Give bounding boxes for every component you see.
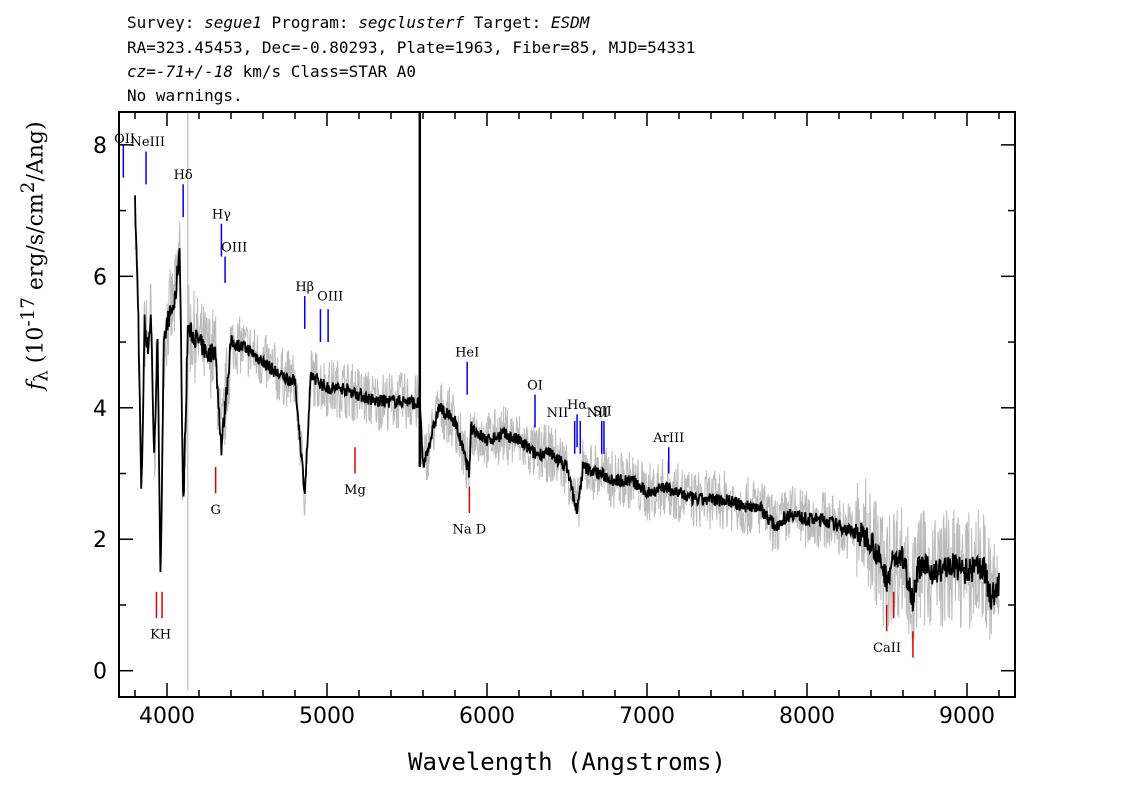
y-tick-label: 2 [93,528,107,553]
spectrum-trace [134,195,1000,613]
line-label-6: OIII [317,290,343,305]
y-axis-label: fλ (10-17 erg/s/cm2/Ang) [18,121,53,390]
program-value: segclusterf [358,13,465,32]
x-tick-label: 7000 [619,704,675,729]
line-label-8: HeI [455,345,479,360]
line-label-3: Hγ [212,207,231,222]
header-line-4: No warnings. [127,86,243,105]
line-label-15: ArIII [652,431,684,446]
plot-frame [118,111,1016,698]
line-label-21: CaII [873,641,901,656]
noise-trace [134,214,1000,642]
line-label-4: OIII [221,240,247,255]
x-tick-label: 4000 [139,704,195,729]
x-tick-label: 8000 [779,704,835,729]
x-tick-label: 5000 [299,704,355,729]
line-label-5: Hβ [295,280,314,295]
line-markers: OIINeIIIHδHγOIIIHβOIIIHeIOINIIHαNIISIIAr… [114,132,914,658]
survey-label: Survey: [127,13,205,32]
line-label-13: SII [593,405,612,420]
line-label-2: Hδ [174,168,193,183]
x-axis-label: Wavelength (Angstroms) [408,748,726,776]
line-label-18: G [210,503,220,518]
x-tick-label: 9000 [939,704,995,729]
spectrum-layer [134,112,1000,613]
line-label-20: Na D [453,523,487,538]
line-label-10: NII [547,406,569,421]
line-label-19: Mg [344,483,366,498]
survey-value: segue1 [204,13,262,32]
line-label-16: K [150,628,160,643]
class-text: km/s Class=STAR A0 [232,62,416,81]
redshift-value: cz=-71+/-18 [127,62,233,81]
y-tick-label: 4 [93,397,107,422]
y-tick-label: 8 [93,134,107,159]
header-line-3: cz=-71+/-18 km/s Class=STAR A0 [127,63,416,81]
line-label-9: OI [527,378,543,393]
line-label-12: NII [587,406,609,421]
line-label-11: Hα [567,398,587,413]
target-label: Target: [464,13,551,32]
target-value: ESDM [550,13,590,32]
y-tick-label: 0 [93,660,107,685]
line-label-1: NeIII [131,135,165,150]
y-tick-label: 6 [93,265,107,290]
axes: 4000 5000 6000 7000 8000 9000 0 2 4 6 8 [93,111,1016,729]
header-line-2: RA=323.45453, Dec=-0.80293, Plate=1963, … [127,38,696,57]
header-line-1: Survey: segue1 Program: segclusterf Targ… [127,14,589,32]
program-label: Program: [261,13,359,32]
x-tick-label: 6000 [459,704,515,729]
line-label-17: H [160,628,171,643]
